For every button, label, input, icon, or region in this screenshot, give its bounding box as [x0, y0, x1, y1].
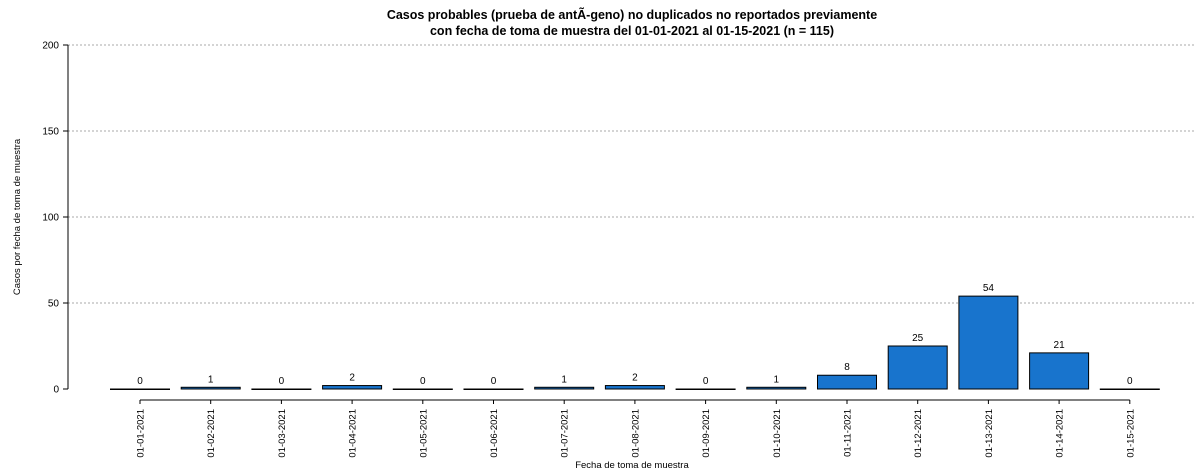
data-label: 54: [983, 283, 995, 294]
x-tick-label: 01-10-2021: [772, 409, 783, 458]
data-label: 0: [279, 376, 285, 387]
gridlines: [68, 44, 1194, 304]
y-tick-label: 200: [42, 41, 59, 52]
bar: [322, 385, 383, 390]
y-tick-label: 100: [42, 213, 59, 224]
data-label: 2: [632, 373, 638, 384]
data-label: 2: [349, 373, 355, 384]
x-tick-label: 01-05-2021: [418, 409, 429, 458]
bar: [463, 388, 524, 390]
y-axis-label: Casos por fecha de toma de muestra: [12, 138, 23, 295]
bars: 0 1 0 2 0 0 1 2 0 1 8 25 54 21 0: [110, 283, 1160, 390]
x-axis-label: Fecha de toma de muestra: [575, 460, 689, 471]
data-label: 0: [491, 376, 497, 387]
bar: [1029, 352, 1090, 390]
data-label: 0: [703, 376, 709, 387]
x-tick-label: 01-07-2021: [560, 409, 571, 458]
bar: [887, 345, 948, 390]
x-tick-label: 01-01-2021: [136, 409, 147, 458]
x-tick-label: 01-03-2021: [277, 409, 288, 458]
y-axis: 0 50 100 150 200: [42, 41, 69, 396]
bar: [180, 386, 241, 390]
data-label: 0: [420, 376, 426, 387]
x-tick-label: 01-13-2021: [984, 409, 995, 458]
bar: [817, 374, 877, 390]
x-tick-label: 01-08-2021: [630, 409, 641, 458]
data-label: 21: [1054, 340, 1066, 351]
bar: [392, 388, 453, 390]
data-label: 8: [844, 362, 850, 373]
x-tick-label: 01-15-2021: [1125, 409, 1136, 458]
chart-title-line-1: Casos probables (prueba de antÃ-geno) no…: [387, 7, 877, 22]
y-tick-label: 150: [42, 127, 59, 138]
data-label: 1: [774, 374, 780, 385]
bar: [251, 388, 312, 390]
x-tick-label: 01-02-2021: [206, 409, 217, 458]
x-tick-label: 01-09-2021: [701, 409, 712, 458]
chart-title-line-2: con fecha de toma de muestra del 01-01-2…: [430, 24, 834, 38]
bar: [604, 385, 665, 390]
data-label: 1: [208, 374, 214, 385]
x-tick-label: 01-12-2021: [913, 409, 924, 458]
x-axis: 01-01-2021 01-02-2021 01-03-2021 01-04-2021…: [136, 399, 1136, 458]
bar: [746, 386, 807, 390]
x-tick-label: 01-06-2021: [489, 409, 500, 458]
x-tick-label: 01-11-2021: [843, 409, 854, 457]
data-label: 25: [912, 333, 924, 344]
y-tick-label: 50: [48, 299, 60, 310]
data-label: 0: [137, 376, 143, 387]
data-label: 0: [1127, 376, 1133, 387]
y-tick-label: 0: [53, 385, 59, 396]
bar: [675, 388, 736, 390]
data-label: 1: [561, 374, 567, 385]
bar: [534, 386, 595, 390]
bar: [110, 388, 170, 390]
x-tick-label: 01-04-2021: [348, 409, 359, 458]
bar: [1099, 388, 1160, 390]
x-tick-label: 01-14-2021: [1055, 409, 1066, 458]
bar: [958, 295, 1019, 390]
